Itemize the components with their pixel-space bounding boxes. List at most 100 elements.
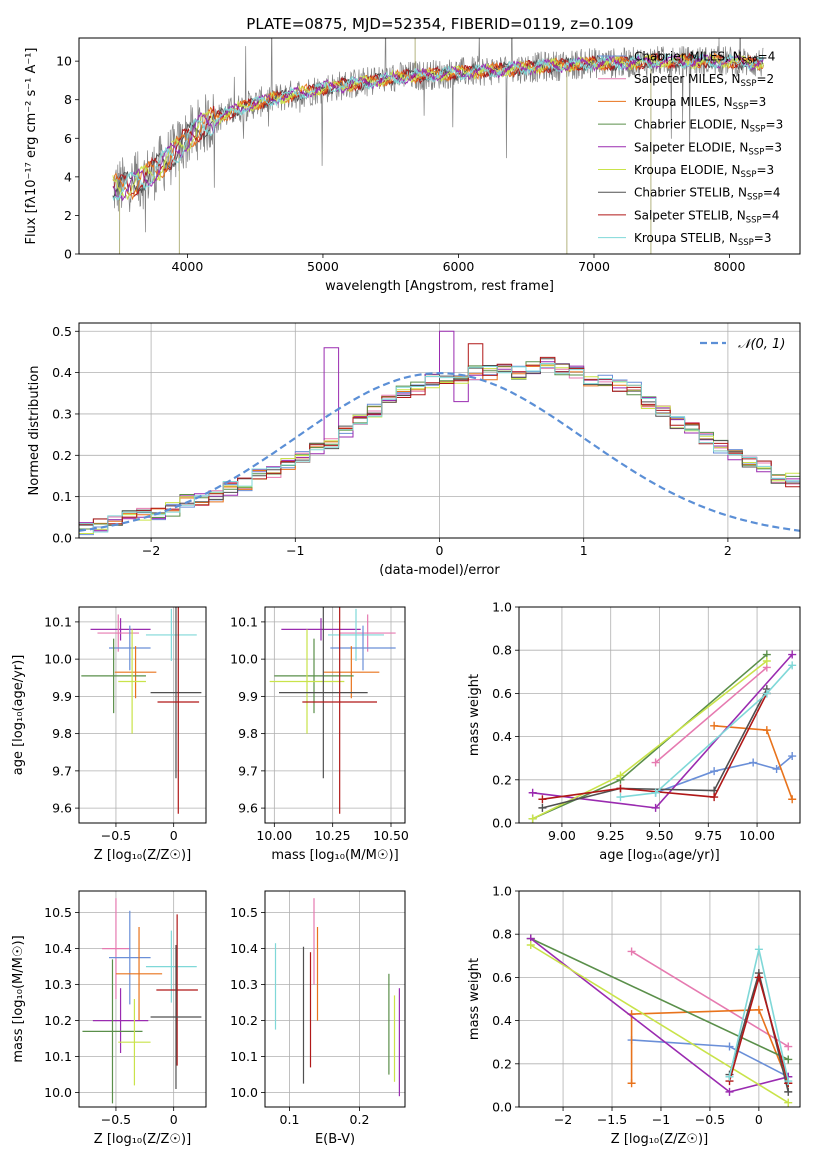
legend-label: Salpeter STELIB, NSSP=4 <box>634 208 779 225</box>
x-tick-label: −1.5 <box>597 1112 627 1127</box>
x-tick-label: −2 <box>142 543 160 558</box>
y-tick-label: 10.3 <box>44 977 72 992</box>
errorbar-point <box>150 945 202 1089</box>
residuals-panel: −2 −1 0 1 2 0.0 0.1 0.2 0.3 0.4 0.5 (data-model)/er… <box>27 322 801 578</box>
legend-label: Kroupa ELODIE, NSSP=3 <box>634 163 774 180</box>
x-tick-label: 5000 <box>307 259 339 274</box>
y-tick-label: 0.8 <box>492 927 512 942</box>
y-tick-label: 8 <box>64 92 72 107</box>
legend-label: Salpeter ELODIE, NSSP=3 <box>634 140 782 157</box>
x-tick-label: 9.50 <box>646 828 674 843</box>
legend-label-sub: SSP <box>741 79 757 89</box>
weight-line-kroupa-miles <box>630 1008 790 1084</box>
y-tick-label: 9.9 <box>52 689 72 704</box>
weight-marker <box>651 758 660 767</box>
errorbar-point <box>82 959 143 1104</box>
weight-line-chabrier-stelib <box>542 688 768 809</box>
errorbar-point <box>323 646 380 699</box>
x-axis-label: Z [log₁₀(Z/Z☉)] <box>94 848 191 863</box>
weight-marker <box>762 689 771 698</box>
x-tick-label: 4000 <box>172 259 204 274</box>
x-axis-label: Z [log₁₀(Z/Z☉)] <box>94 1132 191 1147</box>
x-tick-label: 10.50 <box>373 828 409 843</box>
y-tick-label: 4 <box>64 169 72 184</box>
weight-marker <box>788 795 797 804</box>
weight-line-salpeter-miles <box>655 666 768 764</box>
y-tick-label: 0.2 <box>492 772 512 787</box>
weight-marker <box>538 803 547 812</box>
normal-curve <box>79 371 800 532</box>
weight-marker <box>710 793 719 802</box>
y-tick-label: 10.2 <box>44 1013 72 1028</box>
x-tick-label: 10.25 <box>315 828 351 843</box>
x-tick-label: 0.1 <box>280 1112 300 1127</box>
legend-label-sub: SSP <box>748 147 764 157</box>
legend-label-main: Kroupa ELODIE, N <box>634 163 741 177</box>
axes-frame <box>78 606 207 824</box>
errorbar-point <box>115 927 163 1021</box>
y-tick-label: 0.4 <box>52 365 72 380</box>
y-tick-label: 0.3 <box>52 406 72 421</box>
errorbar-point <box>150 607 202 779</box>
legend-label-suffix: =4 <box>763 186 781 200</box>
figure-title: PLATE=0875, MJD=52354, FIBERID=0119, z=0… <box>246 15 633 33</box>
x-tick-label: 0 <box>170 828 178 843</box>
x-tick-label: 10.00 <box>256 828 292 843</box>
y-tick-label: 9.6 <box>52 801 72 816</box>
errorbar-point <box>90 618 151 641</box>
x-tick-label: 0 <box>436 543 444 558</box>
x-tick-label: 0 <box>170 1112 178 1127</box>
legend-label-sub: SSP <box>738 238 754 248</box>
spectrum-model-salpeter-stelib <box>112 52 764 197</box>
x-tick-label: −0.5 <box>695 1112 725 1127</box>
weight-vs-z-panel: −2 −1.5 −1 −0.5 0 0.0 0.2 0.4 0.6 0.8 1.0 Z [log₁₀(… <box>467 884 801 1147</box>
legend-label-suffix: =3 <box>764 140 782 154</box>
weight-marker <box>725 1087 734 1096</box>
weight-marker <box>627 947 636 956</box>
legend-label-main: Salpeter STELIB, N <box>634 208 746 222</box>
spectrum-panel: 4000 5000 6000 7000 8000 0 2 4 6 8 10 wavelength [A… <box>24 37 801 294</box>
y-tick-label: 0.2 <box>492 1056 512 1071</box>
y-tick-label: 10.1 <box>230 614 258 629</box>
weight-marker <box>788 661 797 670</box>
y-tick-label: 9.8 <box>238 726 258 741</box>
errorbar-point <box>114 646 157 699</box>
legend-label: Kroupa STELIB, NSSP=3 <box>634 231 772 248</box>
legend-label: Chabrier ELODIE, NSSP=3 <box>634 118 783 135</box>
plot-area <box>526 934 793 1107</box>
x-axis-label: age [log₁₀(age/yr)] <box>599 848 720 863</box>
y-axis-label: Flux [fλ10⁻¹⁷ erg cm⁻² s⁻¹ A⁻¹] <box>24 48 39 245</box>
legend-label: 𝒩(0, 1) <box>738 337 785 352</box>
weight-line-kroupa-stelib <box>620 664 793 798</box>
y-tick-label: 2 <box>64 208 72 223</box>
x-axis-label: Z [log₁₀(Z/Z☉)] <box>611 1132 708 1147</box>
weight-marker <box>754 973 763 982</box>
errorbar-point <box>157 607 200 814</box>
errorbar-point <box>109 910 151 1005</box>
x-tick-label: 0.2 <box>350 1112 370 1127</box>
axes-frame <box>264 606 406 824</box>
weight-marker <box>784 1087 793 1096</box>
legend-label-main: Chabrier MILES, N <box>634 50 742 64</box>
weight-marker <box>772 765 781 773</box>
legend-label-sub: SSP <box>741 170 757 180</box>
y-tick-label: 0.4 <box>492 729 512 744</box>
x-axis-label: mass [log₁₀(M/M☉)] <box>271 848 398 863</box>
weight-marker <box>788 650 797 659</box>
y-tick-label: 0.0 <box>492 816 512 831</box>
x-tick-label: 2 <box>724 543 732 558</box>
y-tick-label: 10.5 <box>44 905 72 920</box>
weight-marker <box>762 657 771 665</box>
legend-label-main: Chabrier ELODIE, N <box>634 118 750 132</box>
age-vs-z-panel: −0.5 0 9.6 9.7 9.8 9.9 10.0 10.1 Z [log₁₀(Z/Z☉)]… <box>11 606 207 863</box>
spectrum-model-kroupa-miles <box>112 52 764 201</box>
y-tick-label: 10.1 <box>44 1049 72 1064</box>
y-tick-label: 0.8 <box>492 643 512 658</box>
y-tick-label: 10.4 <box>230 941 258 956</box>
y-tick-label: 1.0 <box>492 600 512 615</box>
y-tick-label: 9.6 <box>238 801 258 816</box>
legend-label-main: Chabrier STELIB, N <box>634 186 747 200</box>
errorbar-point <box>145 608 197 661</box>
x-tick-label: 9.25 <box>597 828 625 843</box>
